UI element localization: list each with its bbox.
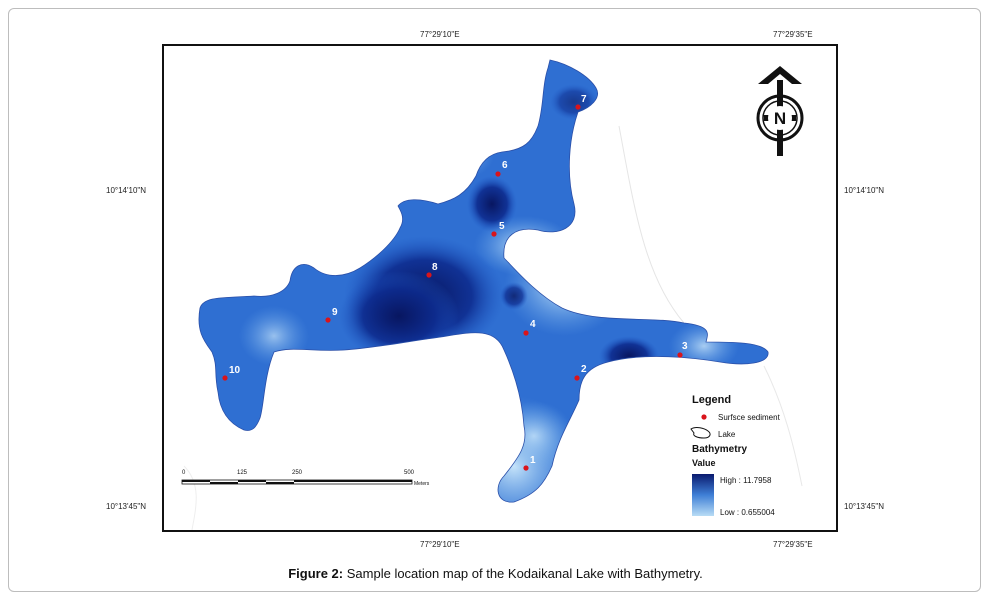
north-letter: N [774, 109, 786, 128]
sample-point-5[interactable]: 5 [491, 221, 505, 237]
scale-tick-label: 500 [404, 470, 415, 476]
legend-sediment-label: Surfsce sediment [718, 413, 781, 422]
sample-point-marker [325, 317, 331, 323]
sample-point-label: 3 [682, 341, 688, 352]
scale-tick-label: 125 [237, 470, 248, 476]
sample-point-marker [574, 375, 580, 381]
coord-right-lower: 10°13'45"N [844, 502, 885, 511]
sample-point-marker [491, 231, 497, 237]
sample-point-label: 8 [432, 262, 438, 273]
coord-left-upper: 10°14'10"N [106, 186, 147, 195]
sample-point-marker [523, 465, 529, 471]
caption-text: Sample location map of the Kodaikanal La… [346, 566, 703, 581]
coord-left-lower: 10°13'45"N [106, 502, 147, 511]
sample-point-10[interactable]: 10 [222, 365, 241, 381]
scale-tick-label: 250 [292, 470, 303, 476]
sample-point-9[interactable]: 9 [325, 307, 338, 323]
lake-symbol-icon [690, 427, 711, 439]
sample-point-label: 4 [530, 319, 536, 330]
sample-point-marker [677, 352, 683, 358]
sample-point-label: 9 [332, 307, 338, 318]
scale-bar: 0 125 250 500 Meters [181, 470, 430, 487]
sample-point-marker [495, 171, 501, 177]
sample-point-4[interactable]: 4 [523, 319, 536, 336]
north-arrow-icon [758, 66, 802, 84]
coord-top-right: 77°29'35"E [773, 30, 813, 39]
coord-bottom-right: 77°29'35"E [773, 540, 813, 549]
sample-point-label: 7 [581, 94, 587, 105]
north-arrow: N [756, 66, 804, 156]
legend-color-ramp [692, 474, 714, 516]
sample-point-marker [426, 272, 432, 278]
sample-point-6[interactable]: 6 [495, 160, 508, 177]
coord-right-upper: 10°14'10"N [844, 186, 885, 195]
sample-point-label: 5 [499, 221, 505, 232]
legend-high-label: High : 11.7958 [720, 476, 772, 485]
legend-point-icon [701, 414, 707, 420]
sample-points: 1 2 3 4 5 6 7 [222, 94, 688, 471]
catchment-line [618, 125, 685, 324]
sample-point-marker [222, 375, 228, 381]
sample-point-3[interactable]: 3 [677, 341, 688, 358]
sample-point-label: 1 [530, 455, 536, 466]
figure-frame [8, 8, 981, 592]
sample-point-7[interactable]: 7 [575, 94, 587, 110]
map-svg: 1 2 3 4 5 6 7 [181, 59, 804, 531]
sample-point-label: 2 [581, 364, 587, 375]
lake-outline [198, 59, 769, 503]
legend-value-title: Value [692, 458, 716, 468]
sample-point-marker [575, 104, 581, 110]
sample-point-label: 10 [229, 365, 241, 376]
lake-bathymetry [198, 60, 769, 503]
legend-lake-label: Lake [718, 430, 736, 439]
catchment-line [183, 465, 197, 531]
sample-point-label: 6 [502, 160, 508, 171]
map-panel: 1 2 3 4 5 6 7 [162, 44, 838, 532]
caption-label: Figure 2: [288, 566, 344, 581]
catchment-line [763, 365, 803, 487]
legend: Legend Surfsce sediment Lake Bathymetry … [690, 394, 781, 517]
legend-low-label: Low : 0.655004 [720, 508, 775, 517]
sample-point-marker [523, 330, 529, 336]
coord-top-left: 77°29'10"E [420, 30, 460, 39]
sample-point-8[interactable]: 8 [426, 262, 438, 278]
scale-unit-label: Meters [414, 481, 430, 487]
scale-tick-label: 0 [182, 470, 186, 476]
figure-caption: Figure 2: Sample location map of the Kod… [0, 566, 991, 581]
sample-point-1[interactable]: 1 [523, 455, 536, 471]
sample-point-2[interactable]: 2 [574, 364, 587, 381]
coord-bottom-left: 77°29'10"E [420, 540, 460, 549]
legend-title: Legend [692, 394, 731, 406]
legend-bathymetry-title: Bathymetry [692, 444, 747, 455]
